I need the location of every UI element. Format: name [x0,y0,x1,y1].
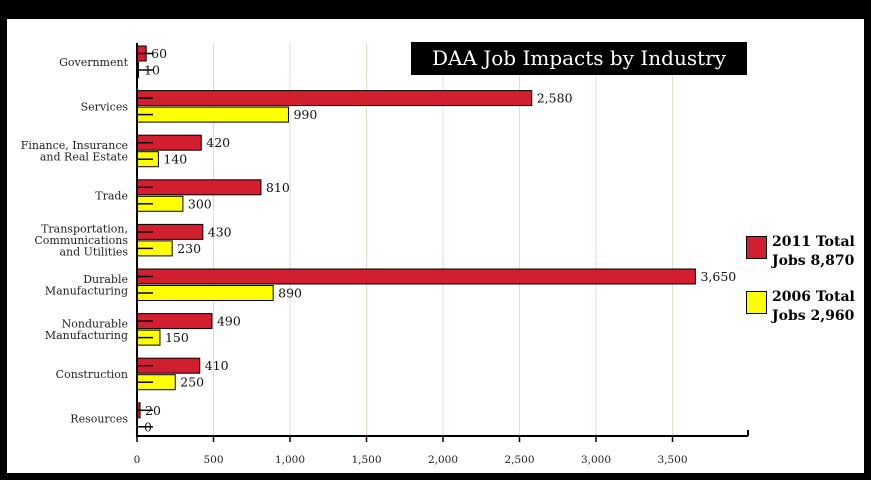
chart-title: DAA Job Impacts by Industry [411,42,747,75]
value-label-2006-8: 0 [144,419,152,434]
value-label-2006-7: 250 [180,375,204,390]
bars [136,45,696,428]
x-tick-label-1000: 1,000 [275,454,305,466]
bar-2011-3 [136,179,262,196]
legend-2006-line1: 2006 Total [772,289,855,305]
category-label-6: Nondurable Manufacturing [45,318,128,343]
category-label-4: Transportation, Communications and Utiliti… [34,223,128,259]
value-label-2011-8: 20 [145,403,161,418]
category-label-7: Construction [56,368,128,381]
category-label-5: Durable Manufacturing [45,273,128,298]
bar-2011-1 [136,90,533,107]
bar-2006-1 [136,106,289,123]
legend-2011-line2: Jobs 8,870 [772,253,855,269]
value-label-2011-1: 2,580 [537,91,573,106]
category-label-3: Trade [95,190,128,203]
value-label-2011-5: 3,650 [700,269,736,284]
value-label-2006-5: 890 [278,286,302,301]
bar-2006-5 [136,285,274,301]
value-label-2006-6: 150 [165,330,189,345]
value-label-2006-2: 140 [163,152,187,167]
value-label-2011-4: 430 [208,224,232,239]
value-label-2011-3: 810 [266,180,290,195]
x-tick-label-2000: 2,000 [428,454,458,466]
legend-2006-line2: Jobs 2,960 [772,308,855,324]
x-tick-label-3500: 3,500 [657,454,687,466]
value-label-2011-6: 490 [217,314,241,329]
value-label-2006-3: 300 [188,196,212,211]
legend-2011-line1: 2011 Total [772,234,855,250]
value-label-2011-0: 60 [151,46,167,61]
value-label-2011-7: 410 [205,358,229,373]
x-tick-label-1500: 1,500 [351,454,381,466]
category-label-2: Finance, Insurance and Real Estate [21,139,128,164]
legend-swatch-2011 [746,236,767,259]
x-tick-label-500: 500 [203,454,223,466]
legend-item-2006: 2006 Total Jobs 2,960 [746,288,855,326]
gridlines [213,43,673,436]
value-label-2006-0: 10 [144,63,160,78]
axes [136,43,749,442]
legend-swatch-2006 [746,291,767,314]
legend-item-2011: 2011 Total Jobs 8,870 [746,233,855,271]
category-label-8: Resources [70,413,128,426]
value-label-2006-4: 230 [177,241,201,256]
category-label-0: Government [59,56,129,69]
bar-2011-5 [136,268,696,285]
x-tick-label-2500: 2,500 [504,454,534,466]
value-label-2006-1: 990 [293,107,317,122]
value-label-2011-2: 420 [206,135,230,150]
legend-label-2011: 2011 Total Jobs 8,870 [772,233,855,271]
x-tick-label-0: 0 [134,454,141,466]
x-tick-label-3000: 3,000 [581,454,611,466]
labels: 60 10 Government 2,580 990 Services 420 140 Fina… [21,46,737,466]
category-label-1: Services [81,100,129,113]
legend-label-2006: 2006 Total Jobs 2,960 [772,288,855,326]
